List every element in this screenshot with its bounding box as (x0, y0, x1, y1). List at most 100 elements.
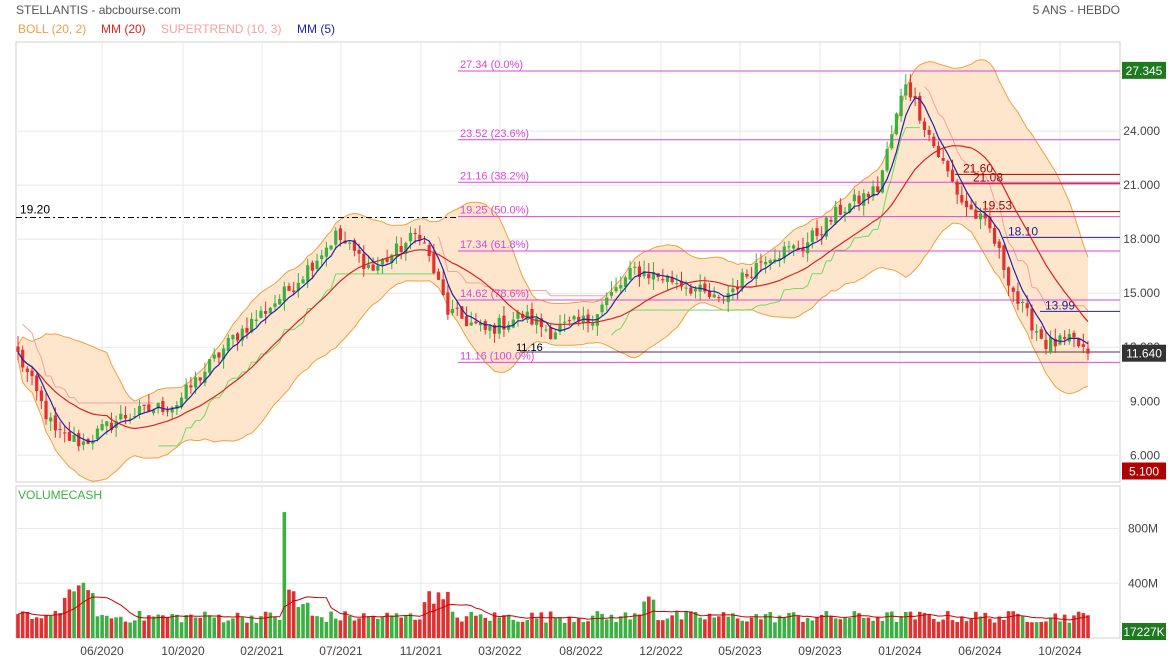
candle-body (283, 286, 286, 301)
candle-body (1063, 337, 1066, 339)
volume-bar (853, 611, 857, 638)
volume-bar (287, 590, 291, 638)
price-tick-label: 6.000 (1130, 448, 1160, 462)
volume-bar (605, 619, 609, 638)
volume-bar (633, 613, 637, 638)
candle-body (30, 371, 33, 377)
volume-bar (390, 615, 394, 638)
price-tick-label: 18.000 (1123, 232, 1160, 246)
candle-body (535, 318, 538, 325)
candle-body (119, 414, 122, 420)
candle-body (633, 267, 636, 268)
volume-bar (301, 604, 305, 638)
candle-body (572, 316, 575, 319)
price-badge-min: 5.100 (1129, 465, 1159, 479)
volume-bar (427, 591, 431, 638)
candle-body (965, 201, 968, 208)
candle-body (764, 262, 767, 265)
volume-bar (544, 623, 548, 638)
candle-body (236, 333, 239, 340)
candle-body (1030, 308, 1033, 330)
volume-bar (582, 622, 586, 638)
fib-label: 17.34 (61.8%) (460, 239, 529, 251)
candle-body (857, 196, 860, 204)
volume-bar (871, 621, 875, 638)
candle-body (40, 390, 43, 401)
candle-body (96, 429, 99, 439)
candle-body (414, 233, 417, 234)
volume-bar (1021, 616, 1025, 638)
volume-bar (913, 619, 917, 638)
candle-body (1040, 329, 1043, 338)
candle-body (862, 193, 865, 206)
volume-bar (124, 622, 128, 638)
date-tick-label: 11/2021 (400, 644, 443, 658)
candle-body (731, 289, 734, 293)
volume-bar (1068, 623, 1072, 638)
volume-bar (801, 622, 805, 638)
candle-body (946, 161, 949, 171)
volume-bar (1077, 612, 1081, 638)
volume-bar (399, 618, 403, 638)
volume-bar (306, 603, 310, 638)
volume-bar (502, 615, 506, 638)
candle-body (301, 279, 304, 283)
candle-body (1026, 303, 1029, 308)
candle-body (367, 265, 370, 268)
candle-body (614, 287, 617, 291)
candle-body (1058, 335, 1061, 344)
volume-bar (343, 611, 347, 638)
volume-bar (951, 620, 955, 638)
candle-body (685, 288, 688, 289)
volume-bar (773, 622, 777, 638)
volume-bar (175, 615, 179, 638)
volume-bar (526, 620, 530, 638)
volume-bar (110, 618, 114, 638)
volume-badge-last: 17227K (1123, 625, 1164, 639)
fib-label: 19.25 (50.0%) (460, 205, 529, 217)
volume-bar (320, 617, 324, 638)
candle-body (1044, 340, 1047, 349)
volume-bar (488, 621, 492, 638)
candle-body (54, 415, 57, 430)
volume-bar (806, 618, 810, 638)
volume-bar (161, 615, 165, 638)
volume-bar (778, 616, 782, 638)
volume-bar (376, 619, 380, 638)
price-badge-last: 11.640 (1126, 347, 1162, 361)
price-tick-label: 21.000 (1123, 178, 1160, 192)
volume-bar (437, 592, 441, 638)
volume-bar (712, 617, 716, 638)
candle-body (105, 421, 108, 426)
candle-body (16, 347, 19, 352)
volume-bar (418, 619, 422, 638)
volume-bar (292, 591, 296, 638)
candle-body (362, 254, 365, 269)
candle-body (839, 205, 842, 215)
candle-body (769, 260, 772, 263)
volume-bar (451, 612, 455, 638)
candle-body (904, 84, 907, 95)
volume-bar (656, 620, 660, 638)
volume-bar (511, 620, 515, 638)
candle-body (1002, 245, 1005, 269)
volume-bar (1058, 621, 1062, 638)
candle-body (895, 114, 898, 135)
candle-body (885, 149, 888, 170)
volume-bar (460, 622, 464, 638)
volume-bar (226, 620, 230, 638)
volume-panel-frame (16, 486, 1120, 638)
candle-body (138, 406, 141, 415)
candle-body (675, 283, 678, 284)
candle-body (339, 228, 342, 240)
candle-body (49, 418, 52, 422)
volume-bar (339, 620, 343, 638)
volume-bar (979, 617, 983, 638)
chart-title: STELLANTIS - abcbourse.com (16, 3, 181, 17)
volume-bar (96, 616, 100, 638)
candle-body (348, 243, 351, 244)
volume-bar (198, 618, 202, 638)
supertrend-segment (1032, 287, 1037, 288)
candle-body (713, 294, 716, 297)
